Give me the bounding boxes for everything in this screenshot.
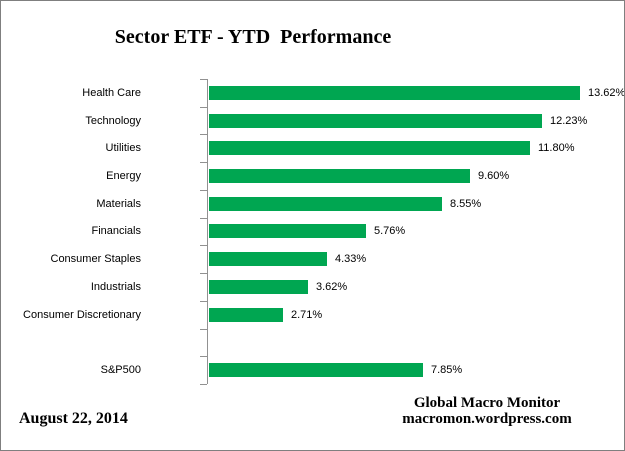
category-label: Energy: [106, 170, 141, 183]
tick-mark: [200, 273, 207, 274]
footer-credit-line2: macromon.wordpress.com: [402, 410, 572, 427]
value-label: 11.80%: [538, 142, 575, 155]
value-label: 4.33%: [335, 253, 367, 266]
category-label: Financials: [91, 225, 141, 238]
bar: [209, 224, 366, 239]
value-label: 5.76%: [374, 225, 406, 238]
bar: [209, 363, 423, 378]
footer-date: August 22, 2014: [19, 410, 128, 427]
bar: [209, 196, 442, 211]
category-label: Consumer Discretionary: [23, 308, 141, 321]
bar: [209, 169, 470, 184]
tick-mark: [200, 162, 207, 163]
bar: [209, 141, 530, 156]
bar-row: [1, 329, 624, 357]
category-label: Consumer Staples: [50, 253, 142, 266]
bar: [209, 85, 580, 100]
category-label: Industrials: [90, 280, 141, 293]
category-label: Utilities: [105, 142, 141, 155]
category-label: Health Care: [82, 86, 141, 99]
value-label: 12.23%: [550, 114, 588, 127]
category-label: Materials: [96, 197, 141, 210]
bar: [209, 252, 327, 267]
footer-credit: Global Macro Monitor macromon.wordpress.…: [347, 395, 624, 427]
bar-row: S&P500 7.85%: [1, 356, 624, 384]
bar: [209, 279, 308, 294]
category-axis-line: [207, 79, 208, 384]
value-label: 2.71%: [291, 308, 323, 321]
value-label: 9.60%: [478, 170, 510, 183]
bar-row: Materials 8.55%: [1, 190, 624, 218]
value-label: 3.62%: [316, 280, 348, 293]
footer-credit-line1: Global Macro Monitor: [413, 395, 561, 411]
tick-mark: [200, 190, 207, 191]
bar-row: Consumer Discretionary 2.71%: [1, 301, 624, 329]
chart-title: Sector ETF - YTD Performance: [114, 26, 392, 48]
tick-mark: [200, 134, 207, 135]
bar-row: Industrials 3.62%: [1, 273, 624, 301]
bar: [209, 307, 283, 322]
bar-row: Technology 12.23%: [1, 107, 624, 135]
bar-row: Utilities 11.80%: [1, 134, 624, 162]
bar-row: Financials 5.76%: [1, 218, 624, 246]
value-label: 13.62%: [588, 86, 625, 99]
tick-mark: [200, 356, 207, 357]
value-label: 8.55%: [450, 197, 482, 210]
bar-row: Health Care 13.62%: [1, 79, 625, 107]
bar-row: Consumer Staples 4.33%: [1, 245, 624, 273]
category-label: Technology: [85, 114, 141, 127]
category-label: S&P500: [100, 364, 141, 377]
tick-mark: [200, 301, 207, 302]
tick-mark: [200, 329, 207, 330]
tick-mark: [200, 245, 207, 246]
bar-row: Energy 9.60%: [1, 162, 624, 190]
tick-mark: [200, 79, 207, 80]
bar: [209, 113, 542, 128]
tick-mark: [200, 107, 207, 108]
tick-mark: [200, 384, 207, 385]
tick-mark: [200, 218, 207, 219]
value-label: 7.85%: [431, 364, 463, 377]
